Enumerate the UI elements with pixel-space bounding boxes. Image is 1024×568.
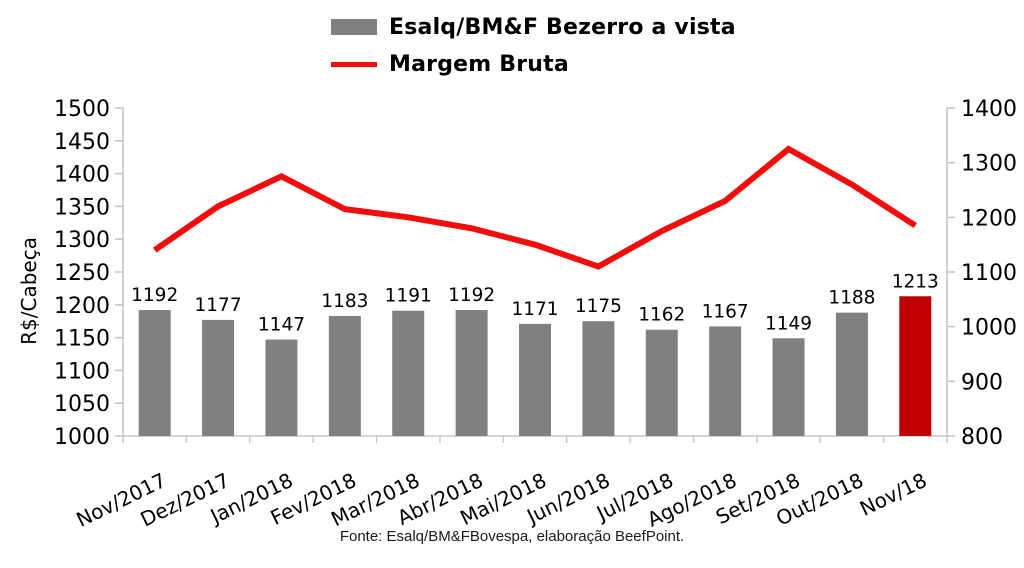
bar-Fev/2018 [328, 315, 361, 436]
margem-bruta-line [152, 145, 917, 270]
bar-Nov/18 [899, 296, 932, 436]
bar-Nov/2017 [138, 310, 171, 436]
bar-series-swatch [331, 19, 377, 35]
y-axis-right-tick-label: 1100 [961, 261, 1017, 286]
y-axis-left-tick-label: 1250 [54, 261, 110, 286]
line-series-label: Margem Bruta [389, 51, 569, 77]
y-axis-right-tick-label: 1200 [961, 206, 1017, 231]
bar-Abr/2018 [455, 310, 488, 436]
y-axis-left-tick-label: 1000 [54, 425, 110, 450]
y-axis-right-tick-label: 1300 [961, 152, 1017, 177]
bar-value-label: 1183 [321, 291, 368, 312]
bar-value-label: 1213 [892, 271, 939, 292]
bar-value-label: 1175 [575, 296, 622, 317]
legend-item-line-series: Margem Bruta [331, 50, 736, 78]
bar-Jul/2018 [645, 329, 678, 436]
y-axis-left-tick-label: 1050 [54, 392, 110, 417]
bar-value-label: 1171 [511, 299, 558, 320]
bar-Jun/2018 [582, 321, 615, 436]
bar-Set/2018 [772, 338, 805, 436]
y-axis-left-tick-label: 1500 [54, 97, 110, 122]
bar-value-label: 1167 [702, 301, 749, 322]
bar-Dez/2017 [202, 319, 235, 436]
source-note: Fonte: Esalq/BM&FBovespa, elaboração Bee… [339, 528, 685, 545]
bar-series-label: Esalq/BM&F Bezerro a vista [389, 14, 736, 40]
bar-value-label: 1191 [385, 286, 432, 307]
legend-item-bar-series: Esalq/BM&F Bezerro a vista [331, 13, 736, 41]
y-axis-right-tick-label: 1400 [961, 97, 1017, 122]
y-axis-left-tick-label: 1400 [54, 163, 110, 188]
y-axis-left-tick-label: 1300 [54, 228, 110, 253]
bar-value-label: 1149 [765, 313, 812, 334]
y-axis-left-tick-label: 1150 [54, 327, 110, 352]
y-axis-right-tick-label: 1000 [961, 316, 1017, 341]
bar-value-label: 1192 [131, 285, 178, 306]
y-axis-left-tick-label: 1100 [54, 359, 110, 384]
bar-Jan/2018 [265, 339, 298, 436]
bar-value-label: 1147 [258, 315, 305, 336]
line-series-swatch [331, 61, 377, 67]
y-axis-left-tick-label: 1450 [54, 130, 110, 155]
bar-Mai/2018 [519, 323, 551, 436]
bar-Ago/2018 [709, 326, 742, 436]
y-axis-right-tick-label: 800 [961, 425, 1003, 450]
y-axis-left-tick-label: 1200 [54, 294, 110, 319]
bar-Out/2018 [835, 312, 868, 436]
bar-value-label: 1177 [195, 295, 242, 316]
bar-value-label: 1188 [828, 288, 875, 309]
y-axis-right-tick-label: 900 [961, 370, 1003, 395]
x-axis-label-Nov/18: Nov/18 [856, 468, 931, 521]
bar-value-label: 1192 [448, 285, 495, 306]
y-axis-left-tick-label: 1350 [54, 195, 110, 220]
legend: Esalq/BM&F Bezerro a vista Margem Bruta [331, 13, 736, 87]
bar-value-label: 1162 [638, 305, 685, 326]
bar-Mar/2018 [392, 310, 425, 436]
